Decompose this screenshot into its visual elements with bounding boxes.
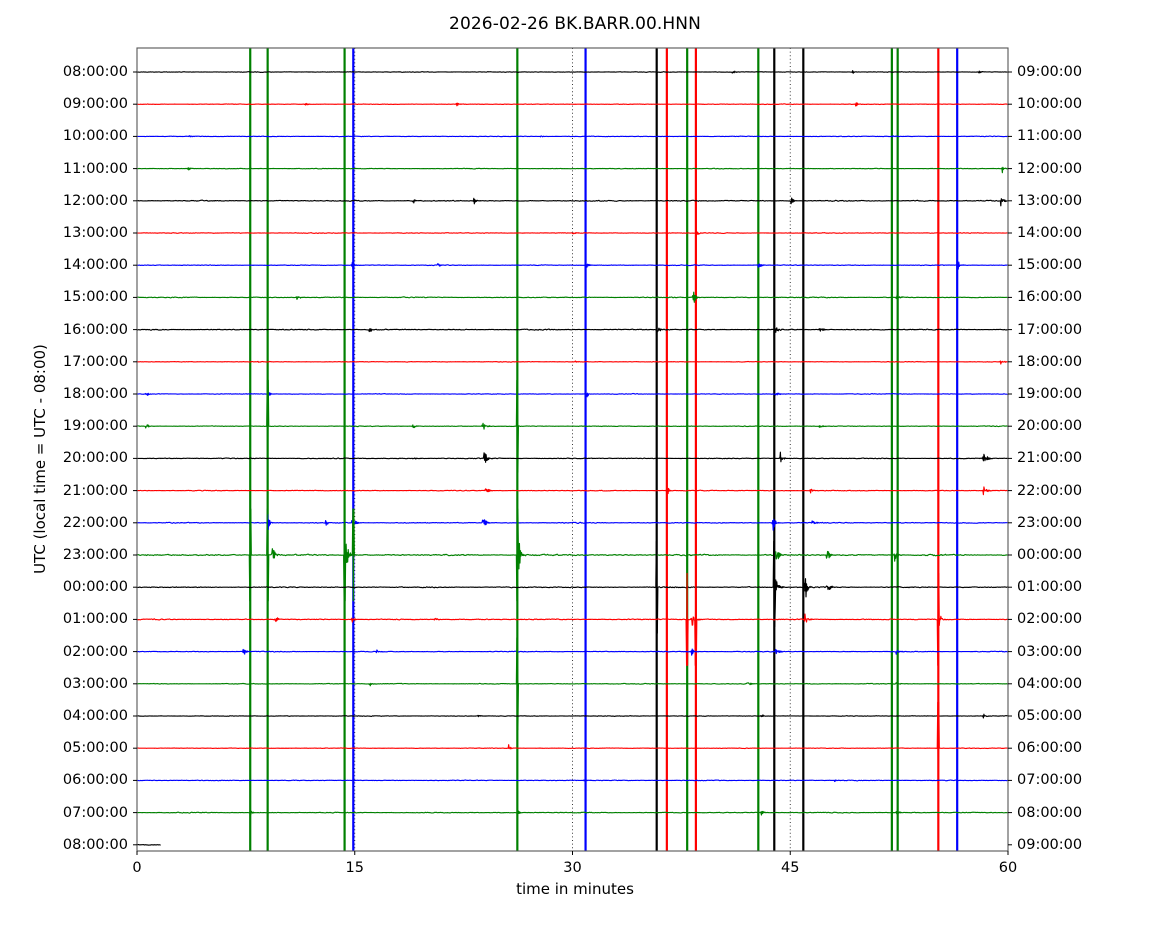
y-tick-label-right: 10:00:00 (1017, 96, 1083, 113)
y-tick-label-right: 02:00:00 (1017, 611, 1083, 628)
seismogram-trace (137, 379, 1008, 473)
y-tick-label-left: 22:00:00 (62, 514, 128, 531)
y-tick-label-right: 18:00:00 (1017, 353, 1083, 370)
seismogram-trace (137, 713, 1008, 719)
y-tick-label-left: 06:00:00 (62, 772, 128, 789)
y-tick-label-right: 22:00:00 (1017, 482, 1083, 499)
gridlines (354, 48, 791, 851)
seismogram-trace (137, 540, 1008, 634)
seismogram-trace (137, 135, 1008, 138)
y-tick-label-left: 00:00:00 (62, 579, 128, 596)
y-tick-label-left: 10:00:00 (62, 128, 128, 145)
seismogram-trace (137, 261, 1008, 270)
y-tick-label-left: 14:00:00 (62, 257, 128, 274)
y-tick-label-right: 03:00:00 (1017, 643, 1083, 660)
seismogram-trace (137, 327, 1008, 334)
seismogram-trace (137, 843, 161, 846)
y-tick-label-right: 06:00:00 (1017, 740, 1083, 757)
y-tick-label-left: 15:00:00 (62, 289, 128, 306)
seismogram-trace (137, 102, 1008, 107)
page-title: 2026-02-26 BK.BARR.00.HNN (449, 14, 701, 34)
y-tick-label-left: 04:00:00 (62, 708, 128, 724)
y-tick-label-left: 05:00:00 (62, 740, 128, 757)
y-tick-label-left: 13:00:00 (62, 225, 128, 241)
y-tick-label-right: 21:00:00 (1017, 450, 1083, 467)
seismogram-trace (137, 486, 1008, 496)
y-tick-label-right: 04:00:00 (1017, 675, 1083, 692)
y-tick-label-right: 23:00:00 (1017, 514, 1083, 531)
seismogram-trace (137, 360, 1008, 365)
y-tick-label-right: 12:00:00 (1017, 160, 1083, 177)
x-tick-label: 30 (563, 860, 582, 876)
seismogram-trace (137, 514, 1008, 531)
seismogram-trace (137, 166, 1008, 174)
y-tick-label-left: 08:00:00 (62, 64, 128, 80)
seismogram-trace (137, 648, 1008, 656)
seismogram-trace (137, 291, 1008, 303)
y-tick-label-left: 12:00:00 (62, 192, 128, 209)
y-tick-label-right: 15:00:00 (1017, 257, 1083, 274)
y-tick-label-left: 08:00:00 (62, 836, 128, 853)
y-tick-label-left: 18:00:00 (62, 386, 128, 402)
y-tick-label-right: 19:00:00 (1017, 386, 1083, 402)
seismogram-trace (137, 508, 1008, 602)
y-tick-label-right: 00:00:00 (1017, 547, 1083, 563)
x-tick-label: 45 (781, 860, 800, 876)
axes-frame (133, 47, 1012, 855)
seismogram-trace (137, 701, 1008, 795)
y-tick-label-left: 20:00:00 (62, 450, 128, 467)
y-tick-label-right: 11:00:00 (1017, 128, 1083, 145)
x-tick-label: 0 (132, 860, 142, 876)
clipped-spike-group (249, 48, 959, 851)
y-tick-label-left: 11:00:00 (62, 160, 128, 177)
y-tick-label-left: 17:00:00 (62, 353, 128, 370)
y-tick-label-left: 23:00:00 (62, 547, 128, 563)
seismogram-trace (137, 197, 1008, 207)
trace-group (137, 70, 1008, 846)
y-tick-label-right: 20:00:00 (1017, 418, 1083, 435)
seismogram-trace (137, 572, 1008, 666)
y-tick-label-left: 16:00:00 (62, 321, 128, 338)
y-tick-label-right: 14:00:00 (1017, 225, 1083, 241)
seismogram-trace (137, 778, 1008, 783)
seismogram-trace (137, 637, 1008, 731)
y-tick-label-left: 01:00:00 (62, 611, 128, 628)
y-tick-label-left: 21:00:00 (62, 482, 128, 499)
y-tick-label-right: 16:00:00 (1017, 289, 1083, 306)
y-tick-label-right: 08:00:00 (1017, 804, 1083, 821)
x-axis-label: time in minutes (516, 880, 634, 898)
y-tick-label-right: 13:00:00 (1017, 192, 1083, 209)
seismogram-trace (137, 231, 1008, 236)
y-tick-label-right: 09:00:00 (1017, 836, 1083, 853)
y-tick-label-right: 09:00:00 (1017, 64, 1083, 80)
y-tick-label-left: 09:00:00 (62, 96, 128, 113)
y-tick-label-left: 19:00:00 (62, 418, 128, 435)
y-tick-label-left: 03:00:00 (62, 675, 128, 692)
y-tick-label-left: 07:00:00 (62, 804, 128, 821)
x-tick-label: 15 (345, 860, 364, 876)
seismogram-trace (137, 808, 1008, 816)
y-tick-label-right: 17:00:00 (1017, 321, 1083, 338)
seismogram-trace (137, 390, 1008, 398)
y-tick-label-left: 02:00:00 (62, 643, 128, 660)
seismogram-trace (137, 70, 1008, 74)
y-tick-label-right: 07:00:00 (1017, 772, 1083, 789)
y-tick-label-right: 01:00:00 (1017, 579, 1083, 596)
x-tick-label: 60 (998, 860, 1018, 876)
seismogram-trace (137, 451, 1008, 463)
y-tick-label-right: 05:00:00 (1017, 708, 1083, 724)
